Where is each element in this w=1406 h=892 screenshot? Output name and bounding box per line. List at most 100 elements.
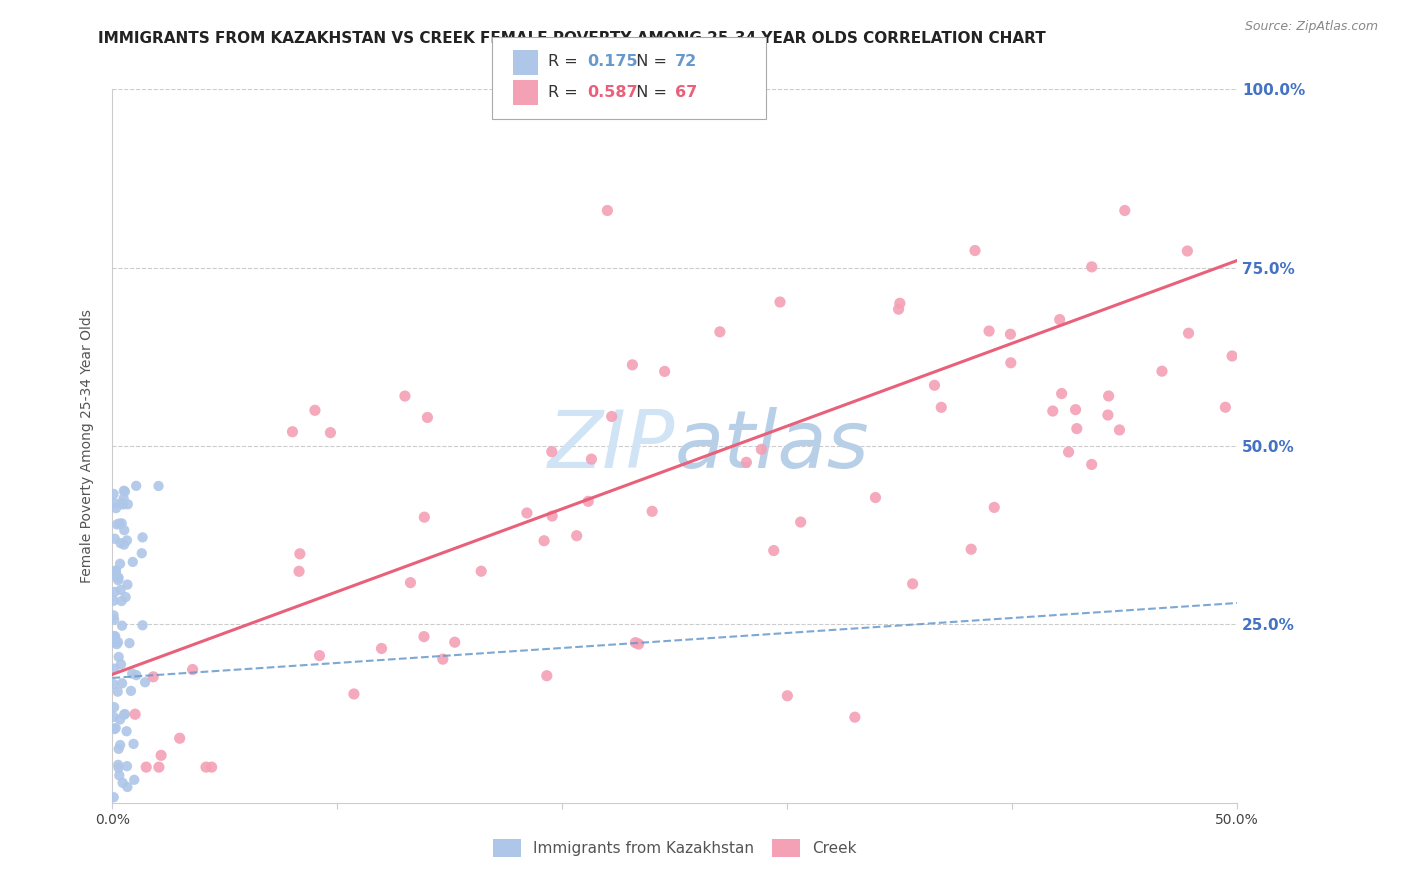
Point [181, 663, 204, 677]
Text: R =: R = [548, 54, 583, 69]
Point [533, 533, 555, 548]
Point [201, 760, 224, 774]
Point [134, 675, 156, 690]
Point [108, 768, 131, 782]
Point [104, 585, 127, 599]
Point [536, 669, 558, 683]
Point [104, 496, 127, 510]
Point [735, 455, 758, 469]
Point [977, 324, 1000, 338]
Text: 72: 72 [675, 54, 697, 69]
Point [121, 666, 143, 681]
Point [1177, 326, 1199, 341]
Point [135, 760, 157, 774]
Point [540, 444, 562, 458]
Point [1220, 349, 1243, 363]
Point [596, 203, 619, 218]
Point [150, 748, 173, 763]
Point [1097, 408, 1119, 422]
Text: 0.587: 0.587 [588, 86, 638, 100]
Point [103, 677, 125, 691]
Point [111, 776, 134, 790]
Point [103, 487, 125, 501]
Point [304, 403, 326, 417]
Point [104, 629, 127, 643]
Point [110, 594, 132, 608]
Point [103, 630, 125, 644]
Point [1000, 327, 1022, 342]
Point [751, 442, 773, 457]
Point [125, 668, 148, 682]
Point [887, 302, 910, 317]
Point [103, 608, 125, 623]
Point [1050, 386, 1073, 401]
Legend: Immigrants from Kazakhstan, Creek: Immigrants from Kazakhstan, Creek [486, 833, 863, 863]
Point [963, 244, 986, 258]
Point [131, 530, 153, 544]
Text: N =: N = [626, 54, 672, 69]
Point [110, 536, 132, 550]
Point [105, 517, 128, 532]
Point [288, 547, 311, 561]
Point [122, 737, 145, 751]
Point [148, 760, 170, 774]
Point [983, 500, 1005, 515]
Point [399, 575, 422, 590]
Point [641, 504, 664, 518]
Point [654, 364, 676, 378]
Point [288, 564, 311, 578]
Point [105, 637, 128, 651]
Point [308, 648, 330, 663]
Point [142, 670, 165, 684]
Text: atlas: atlas [675, 407, 870, 485]
Point [104, 532, 127, 546]
Point [110, 582, 132, 597]
Point [1064, 402, 1087, 417]
Point [103, 662, 125, 676]
Point [103, 710, 125, 724]
Point [195, 760, 218, 774]
Text: 0.175: 0.175 [588, 54, 638, 69]
Point [103, 629, 125, 643]
Point [960, 542, 983, 557]
Point [624, 635, 647, 649]
Point [343, 687, 366, 701]
Point [131, 546, 153, 560]
Point [576, 494, 599, 508]
Point [281, 425, 304, 439]
Point [319, 425, 342, 440]
Point [115, 724, 138, 739]
Point [108, 557, 131, 571]
Point [148, 479, 170, 493]
Point [110, 657, 132, 672]
Point [1057, 445, 1080, 459]
Text: Source: ZipAtlas.com: Source: ZipAtlas.com [1244, 20, 1378, 33]
Point [1066, 421, 1088, 435]
Point [121, 555, 143, 569]
Point [111, 496, 134, 510]
Text: R =: R = [548, 86, 583, 100]
Point [108, 516, 131, 531]
Point [600, 409, 623, 424]
Point [762, 543, 785, 558]
Point [103, 722, 125, 736]
Point [103, 700, 125, 714]
Point [122, 772, 145, 787]
Point [103, 635, 125, 649]
Point [107, 761, 129, 775]
Point [112, 483, 135, 498]
Point [1108, 423, 1130, 437]
Point [1049, 312, 1071, 326]
Point [709, 325, 731, 339]
Point [103, 613, 125, 627]
Point [103, 632, 125, 647]
Point [108, 713, 131, 727]
Point [1080, 260, 1102, 274]
Point [125, 479, 148, 493]
Point [924, 378, 946, 392]
Text: N =: N = [626, 86, 672, 100]
Point [111, 498, 134, 512]
Point [103, 594, 125, 608]
Point [541, 509, 564, 524]
Point [107, 571, 129, 585]
